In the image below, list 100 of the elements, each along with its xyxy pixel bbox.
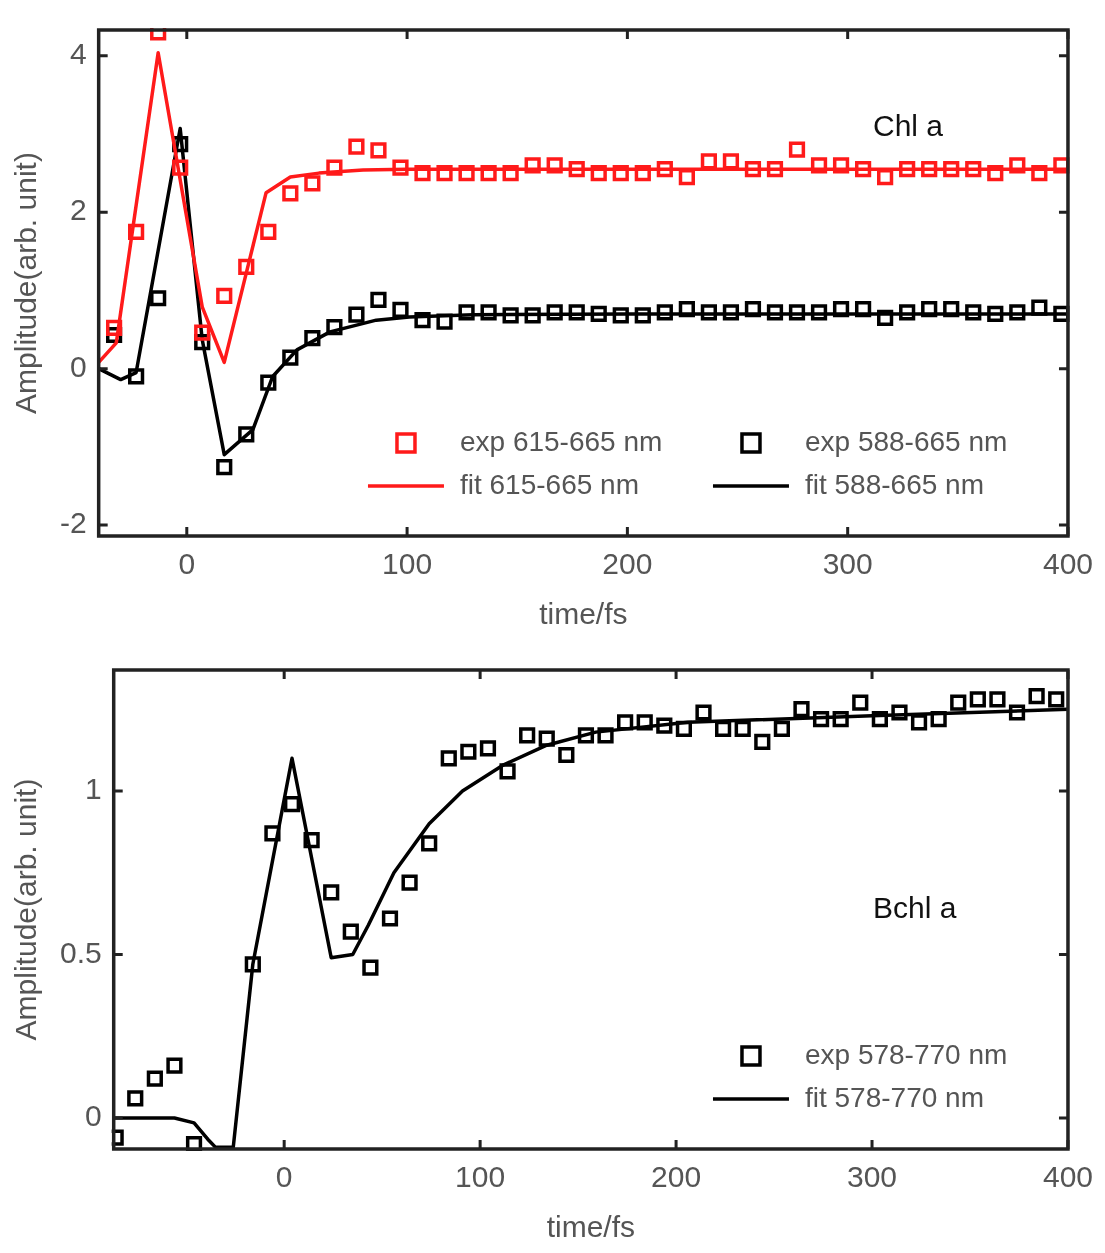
point [678,301,695,318]
point [989,691,1006,708]
point [303,831,320,849]
point [734,720,751,737]
point [304,330,321,347]
point [105,319,123,337]
point [636,714,653,731]
point [590,305,607,323]
point [502,307,519,324]
point [244,956,261,973]
point [326,159,343,176]
point [414,312,431,329]
point [392,159,409,176]
point [590,165,607,182]
x-tick-label: 400 [1042,1160,1093,1194]
x-tick-label: 300 [822,547,873,581]
point [524,307,541,324]
point [381,910,399,927]
point [440,750,457,767]
point [436,313,453,330]
y-tick-label: 0.5 [59,935,102,969]
point [546,304,563,321]
x-axis-title: time/fs [539,597,628,631]
point [969,691,986,708]
point [744,301,762,318]
point [1028,688,1045,705]
point [479,740,497,757]
point [899,304,916,321]
point [370,291,387,308]
point [943,161,960,178]
legend-label: exp 615-665 nm [459,425,663,457]
point [910,714,928,731]
point [146,1070,163,1087]
point [150,290,167,307]
point [656,717,673,734]
point [370,142,387,159]
point [675,720,693,737]
point [1009,304,1026,321]
y-tick-label: 0 [69,349,87,383]
point [577,727,595,744]
annotation: Chl a [872,109,944,143]
y-tick-label: -2 [59,506,87,540]
point [773,720,790,737]
point [342,923,359,940]
point [568,161,585,178]
point [128,223,145,240]
point [264,825,281,842]
point [700,153,718,170]
point [362,959,379,976]
point [612,307,629,324]
point [460,743,477,760]
point [788,304,806,321]
point [1008,704,1026,721]
point [172,159,189,176]
point [458,165,475,182]
x-tick-label: 0 [178,547,196,581]
point [538,730,555,747]
point [283,795,301,813]
point [634,165,651,182]
x-tick-label: 0 [275,1160,293,1194]
point [128,368,145,385]
point [458,304,475,321]
point [1009,157,1026,174]
point [700,304,718,321]
point [695,704,712,721]
point [852,694,869,711]
point [965,304,982,321]
x-tick-label: 200 [651,1160,702,1194]
x-tick-label: 100 [455,1160,506,1194]
legend-label: exp 578-770 nm [804,1038,1008,1070]
point [812,710,830,728]
point [260,374,277,391]
point [480,165,497,182]
point [754,733,771,751]
point [480,304,497,321]
legend-label: fit 615-665 nm [459,468,639,500]
point [899,161,916,178]
point [260,223,277,240]
point [871,710,888,728]
point [810,157,828,174]
point [436,165,453,182]
point [877,309,894,326]
point [1031,299,1048,316]
point [304,175,321,192]
y-tick-label: 2 [69,193,87,227]
y-tick-label: 1 [85,772,102,806]
x-tick-label: 400 [1042,547,1093,581]
point [891,704,908,721]
point [921,161,938,178]
point [216,287,233,305]
point [127,1090,144,1107]
point [766,161,784,178]
point [634,307,651,324]
point [546,157,563,174]
annotation: Bchl a [872,890,957,924]
y-tick-label: 4 [69,37,87,71]
point [854,161,872,178]
point [788,141,806,158]
point [965,161,982,178]
point [656,304,673,321]
